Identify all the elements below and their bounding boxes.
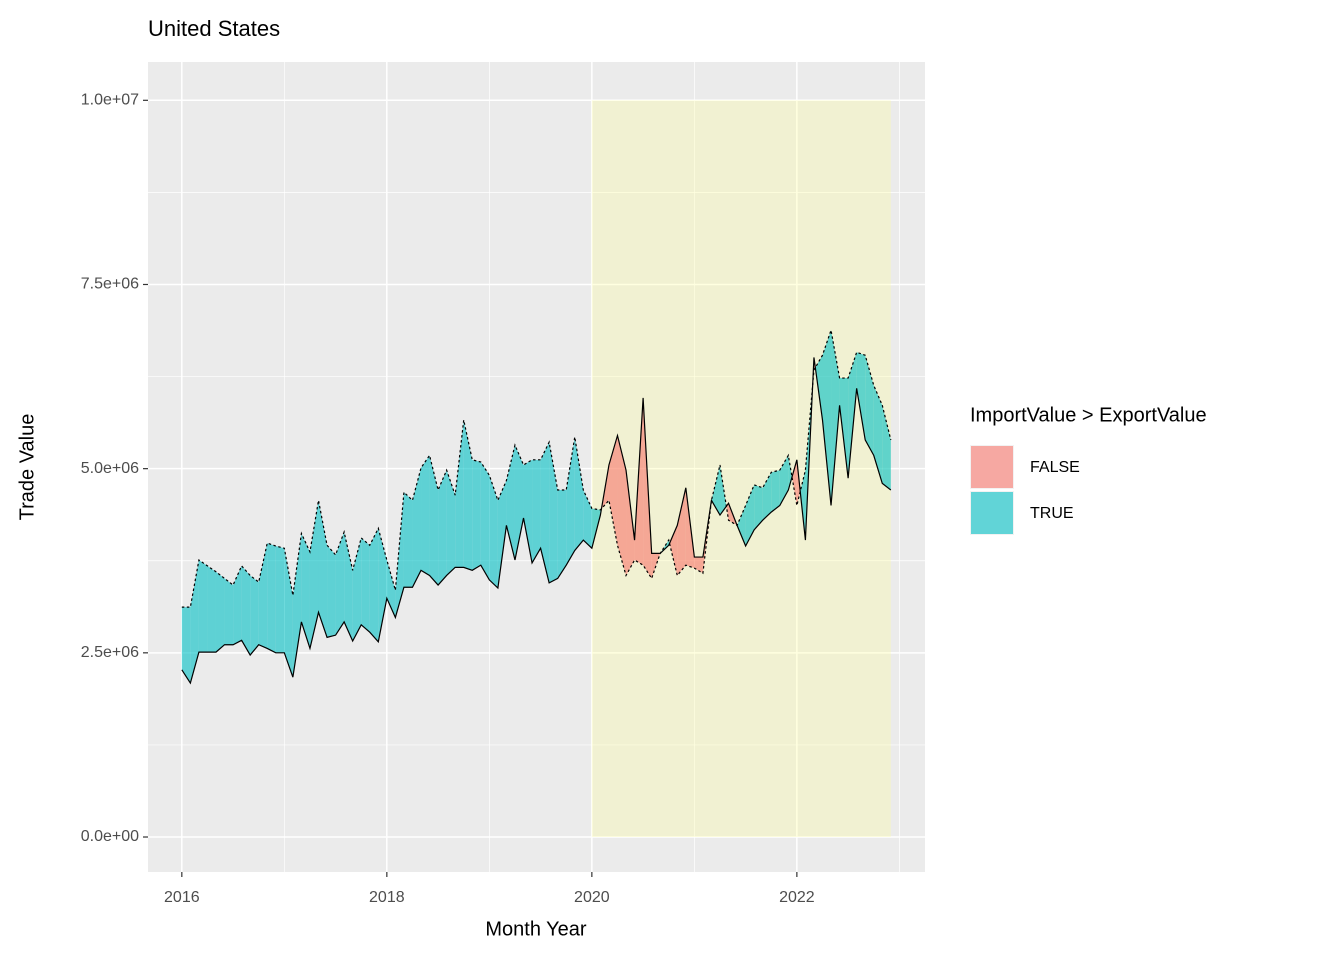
ribbon-segment <box>549 442 558 583</box>
ribbon-segment <box>745 484 755 547</box>
ribbon-segment <box>309 500 319 649</box>
ribbon-segment <box>677 487 686 576</box>
ribbon-segment <box>327 545 336 638</box>
ribbon-segment <box>181 607 191 684</box>
ribbon-segment <box>258 543 268 649</box>
ribbon-segment <box>352 537 362 642</box>
x-tick-label: 2018 <box>369 889 405 906</box>
ribbon-segment <box>882 405 891 491</box>
ribbon-segment <box>361 537 370 633</box>
ribbon-segment <box>275 546 285 653</box>
ribbon-segment <box>540 442 550 583</box>
ribbon-segment <box>250 575 259 656</box>
ribbon-segment <box>822 330 832 506</box>
x-axis-title: Month Year <box>485 918 587 940</box>
ribbon-segment <box>711 464 720 516</box>
ribbon-segment <box>626 470 635 576</box>
ribbon-segment <box>669 525 678 576</box>
ribbon-segment <box>412 467 422 588</box>
ribbon-segment <box>207 565 216 653</box>
ribbon-segment <box>463 420 473 571</box>
series-line <box>181 357 892 685</box>
ribbon-segment <box>455 420 464 568</box>
ribbon-segment <box>754 484 763 530</box>
ribbon-segment <box>617 435 627 576</box>
y-tick-label: 1.0e+07 <box>81 92 139 109</box>
ribbon-segment <box>301 533 310 649</box>
ribbon-segment <box>421 455 430 576</box>
legend-key <box>971 492 1013 534</box>
ribbon-segment <box>378 528 387 642</box>
ribbon-segment <box>215 571 225 653</box>
y-tick-label: 5.0e+06 <box>81 460 139 477</box>
ribbon-segment <box>608 435 618 546</box>
ribbon-segment <box>831 330 840 506</box>
ribbon-segment <box>865 355 874 456</box>
ribbon-segment <box>224 578 234 645</box>
ribbon-segment <box>848 352 857 479</box>
ribbon-segment <box>792 459 797 506</box>
legend-key <box>971 446 1013 488</box>
legend-label: TRUE <box>1030 505 1074 522</box>
ribbon-segment <box>190 560 199 684</box>
x-tick-label: 2016 <box>164 889 200 906</box>
y-tick-label: 7.5e+06 <box>81 276 139 293</box>
legend-label: FALSE <box>1030 459 1080 476</box>
ribbon-segment <box>429 455 439 586</box>
ribbon-segment <box>369 528 379 642</box>
ribbon-segment <box>523 459 533 563</box>
ribbon-segment <box>446 470 456 576</box>
x-tick-label: 2020 <box>574 889 610 906</box>
ribbon-segment <box>694 557 703 574</box>
x-tick-label: 2022 <box>779 889 815 906</box>
ribbon-segment <box>566 436 575 566</box>
ribbon-segment <box>660 540 669 554</box>
ribbon-segment <box>771 470 780 513</box>
y-tick-label: 0.0e+00 <box>81 828 139 845</box>
ribbon-segment <box>489 475 498 589</box>
y-axis-title: Trade Value <box>16 414 38 521</box>
ribbon-segment <box>506 445 515 561</box>
ribbon-segment <box>438 470 447 586</box>
ribbon-segment <box>284 548 293 678</box>
ribbon-segment <box>267 543 276 653</box>
ribbon-segment <box>472 459 481 571</box>
ribbon-segment <box>233 565 242 645</box>
ribbon-segment <box>574 436 584 551</box>
ribbon-segment <box>839 378 849 479</box>
ribbon-segment <box>335 532 345 636</box>
ribbon-segment <box>532 459 541 563</box>
ribbon-segment <box>292 533 302 678</box>
ribbon-segment <box>873 385 883 484</box>
ribbon-segment <box>403 492 413 588</box>
highlight-region <box>591 100 891 838</box>
y-tick-label: 2.5e+06 <box>81 644 139 661</box>
ribbon-segment <box>737 505 746 547</box>
legend-title: ImportValue > ExportValue <box>970 404 1207 426</box>
ribbon-segment <box>762 472 772 521</box>
ribbon-segment <box>198 560 208 653</box>
ribbon-segment <box>497 480 507 589</box>
ribbon-segment <box>318 500 328 638</box>
ribbon-segment <box>241 565 251 656</box>
ribbon-segment <box>583 490 592 549</box>
ribbon-segment <box>344 532 353 642</box>
ribbon-segment <box>514 445 524 561</box>
chart-title: United States <box>148 16 280 41</box>
ribbon-segment <box>856 352 866 440</box>
series-line <box>181 329 892 608</box>
ribbon-segment <box>480 462 490 580</box>
ribbon-segment <box>557 490 567 579</box>
ribbon-segment <box>719 464 727 516</box>
